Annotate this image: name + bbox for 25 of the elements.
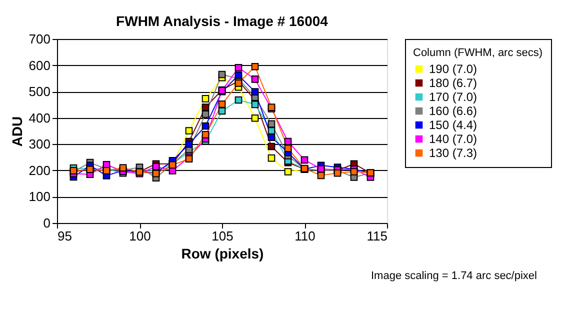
legend-label: 190 (7.0) — [429, 62, 478, 76]
y-tick-label: 400 — [28, 110, 50, 126]
legend-label: 160 (6.6) — [429, 104, 478, 118]
y-tick-label: 700 — [28, 32, 50, 46]
y-tick-label: 300 — [28, 136, 50, 152]
y-tick-label: 100 — [28, 189, 50, 204]
x-tick-label: 105 — [212, 228, 234, 244]
y-tick-label: 600 — [28, 58, 50, 73]
x-tick-label: 100 — [129, 228, 151, 244]
legend-label: 170 (7.0) — [429, 90, 478, 104]
legend-label: 140 (7.0) — [429, 132, 478, 146]
legend-label: 130 (7.3) — [429, 146, 478, 160]
y-tick-label: 500 — [28, 84, 50, 100]
x-axis-title: Row (pixels) — [181, 246, 264, 262]
y-tick-label: 0 — [43, 216, 50, 230]
y-tick-label: 200 — [28, 162, 50, 178]
legend-label: 150 (4.4) — [429, 118, 478, 132]
x-tick-label: 95 — [58, 228, 72, 244]
legend-title: Column (FWHM, arc secs) — [413, 47, 543, 59]
x-tick-label: 110 — [294, 228, 316, 244]
text: Image scaling = 1.74 arc sec/pixel — [370, 270, 537, 282]
legend-label: 180 (6.7) — [429, 76, 478, 90]
y-axis-title: ADU — [8, 116, 25, 147]
chart-title: FWHM Analysis - Image # 16004 — [116, 13, 328, 29]
x-tick-label: 115 — [366, 228, 388, 244]
